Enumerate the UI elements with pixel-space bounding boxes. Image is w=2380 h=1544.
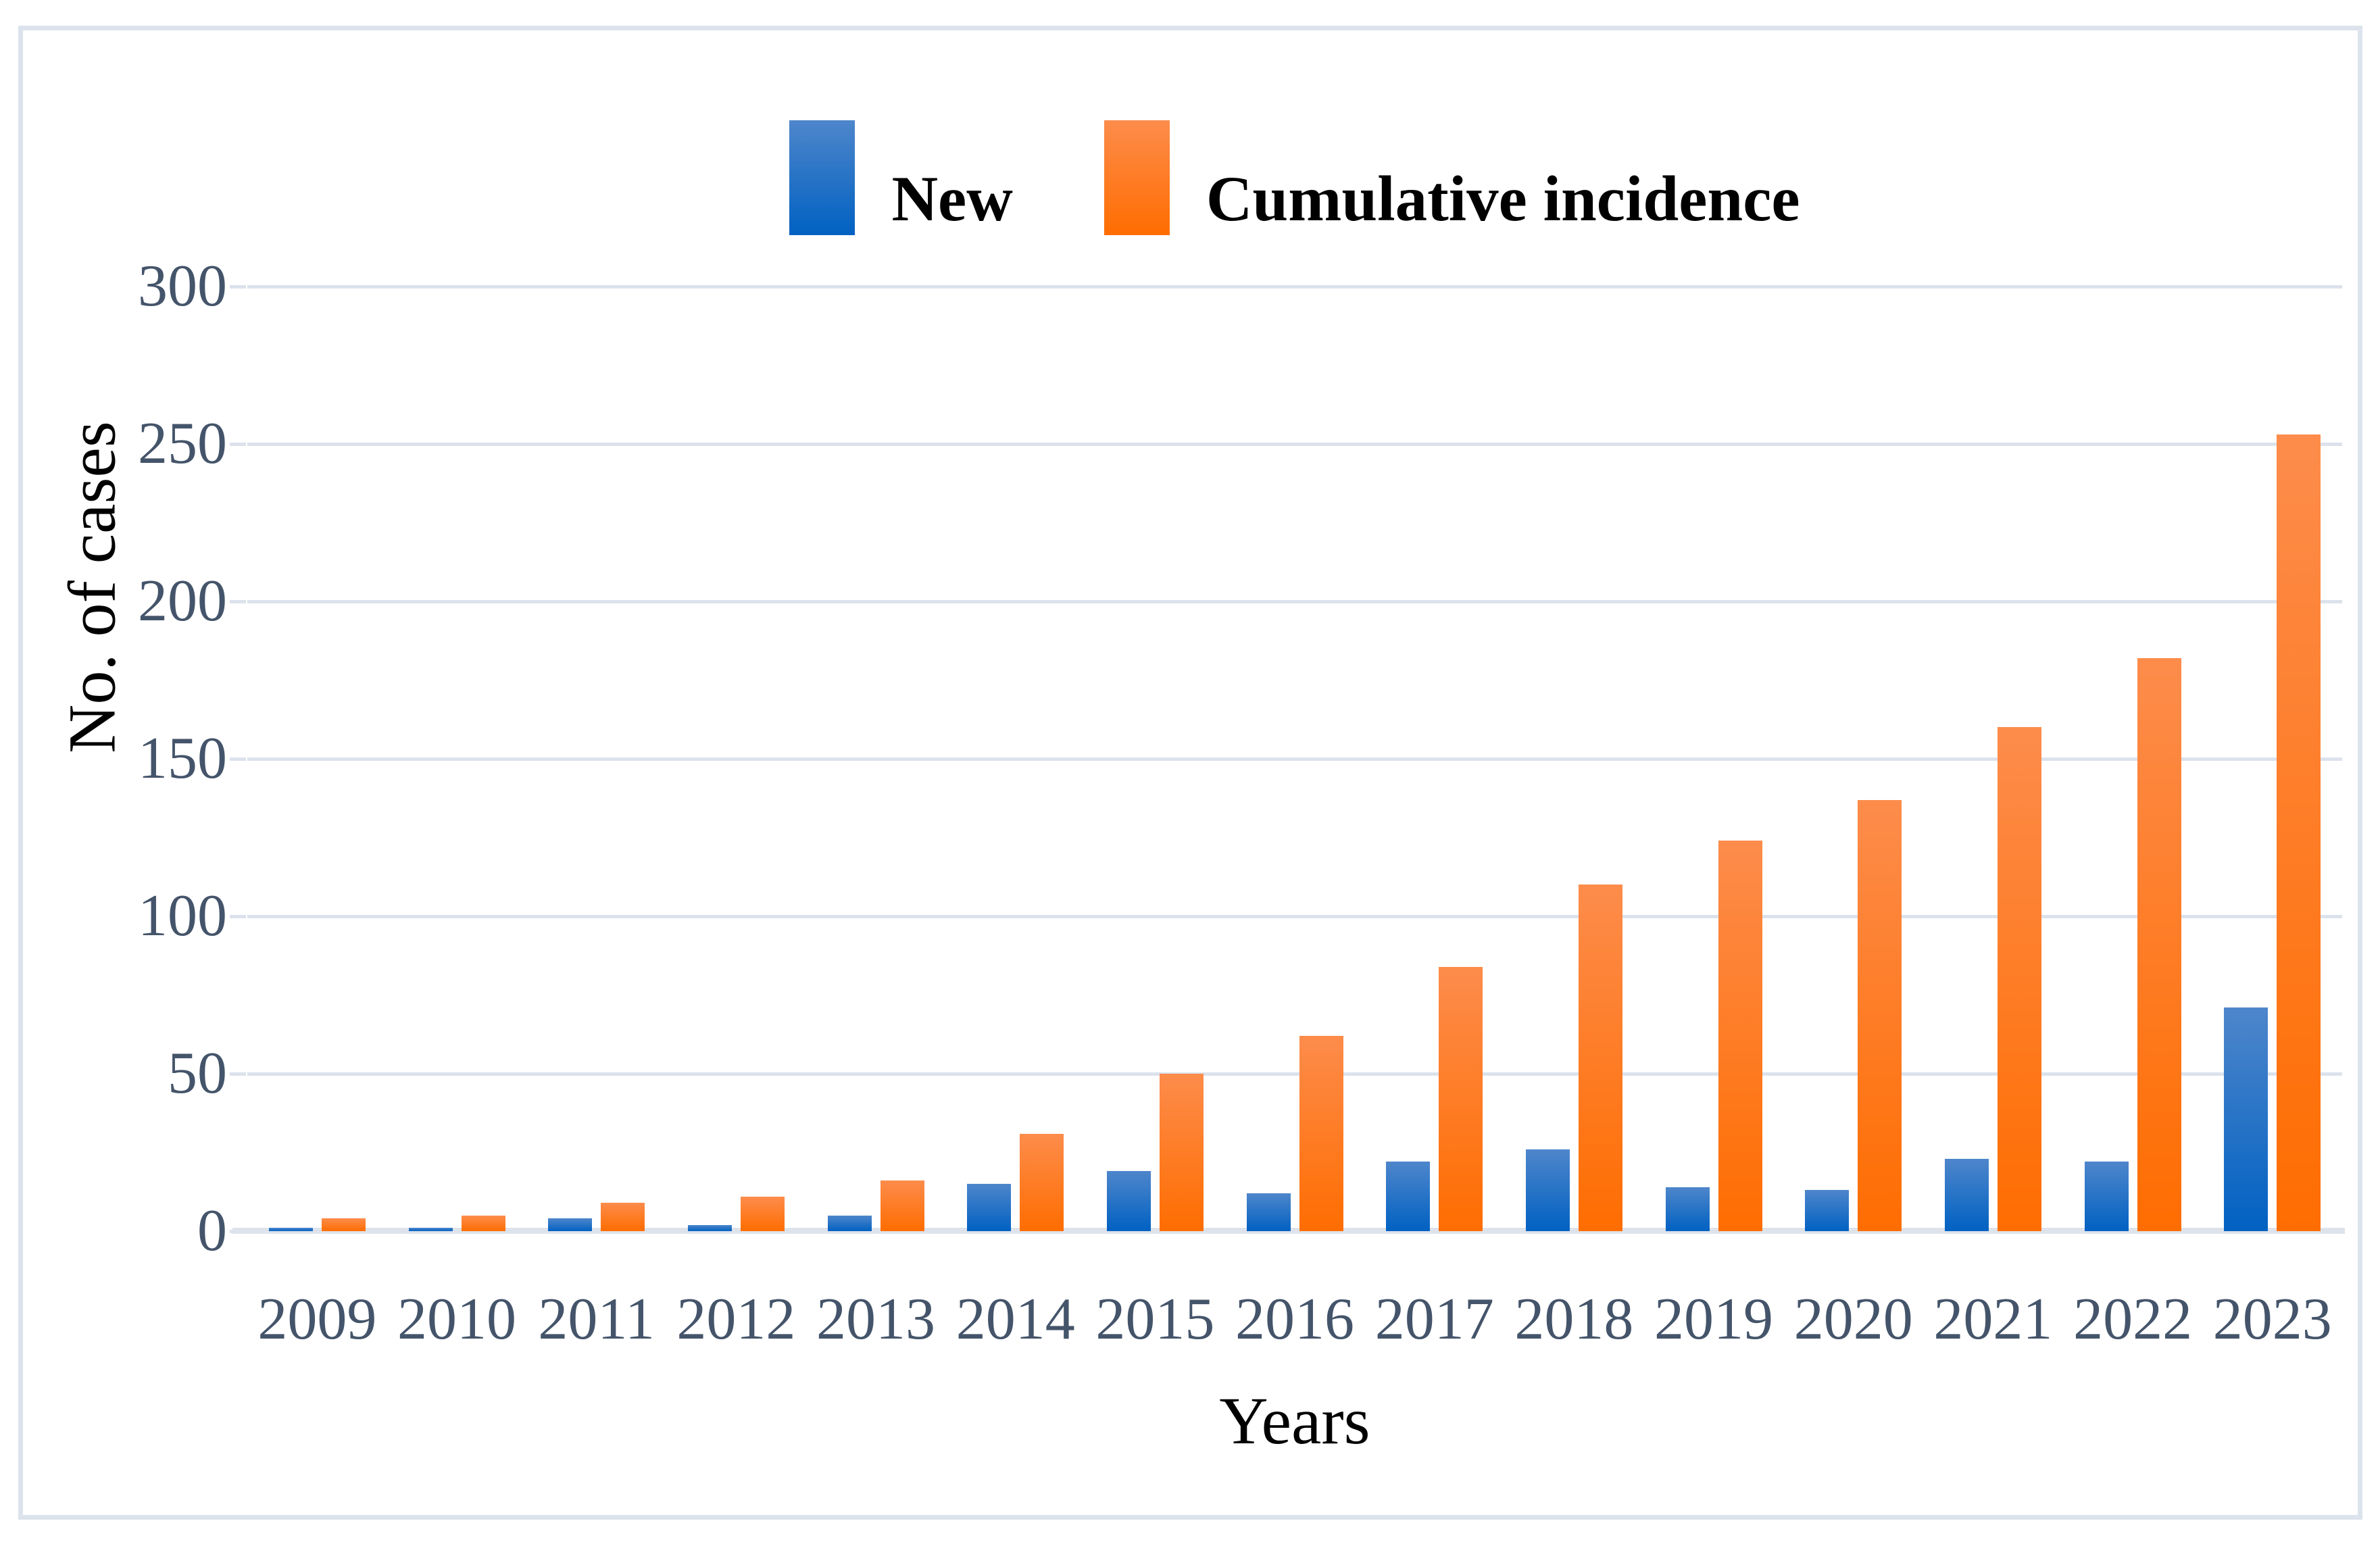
x-tick-label-2019: 2019 — [1654, 1287, 1774, 1352]
y-tick-label-250: 250 — [138, 411, 227, 476]
gridline-150 — [247, 757, 2342, 761]
x-tick-label-2009: 2009 — [257, 1287, 377, 1352]
y-tick-label-200: 200 — [138, 568, 227, 634]
legend-item-cumulative-incidence: Cumulative incidence — [1104, 120, 1800, 235]
bar-cumulative-2016 — [1299, 1036, 1343, 1231]
y-tick-mark-50 — [230, 1072, 246, 1076]
bar-group-2017 — [1364, 287, 1504, 1231]
x-tick-label-2015: 2015 — [1095, 1287, 1215, 1352]
bar-cumulative-2017 — [1439, 966, 1483, 1231]
bar-group-2014 — [945, 287, 1085, 1231]
bar-new-2012 — [687, 1224, 732, 1231]
x-tick-label-2017: 2017 — [1374, 1287, 1494, 1352]
bar-group-2010 — [387, 287, 527, 1231]
bar-new-2014 — [967, 1184, 1012, 1231]
x-tick-label-2012: 2012 — [676, 1287, 796, 1352]
bar-cumulative-2021 — [1997, 727, 2041, 1231]
y-tick-mark-200 — [230, 599, 246, 603]
bar-cumulative-2014 — [1020, 1133, 1064, 1231]
bar-new-2017 — [1386, 1162, 1431, 1231]
bar-cumulative-2013 — [880, 1180, 924, 1231]
bar-group-2016 — [1225, 287, 1365, 1231]
bar-new-2021 — [1944, 1158, 1989, 1231]
bar-group-2020 — [1783, 287, 1923, 1231]
bar-group-2022 — [2063, 287, 2203, 1231]
bar-cumulative-2022 — [2137, 657, 2181, 1231]
y-axis-tick-labels: 0 50 100 150 200 250 300 — [23, 30, 227, 1515]
bar-cumulative-2009 — [321, 1218, 366, 1231]
bar-new-2015 — [1106, 1171, 1151, 1231]
bar-group-2018 — [1504, 287, 1644, 1231]
gridline-300 — [247, 284, 2342, 289]
x-tick-label-2020: 2020 — [1793, 1287, 1913, 1352]
y-tick-mark-250 — [230, 442, 246, 446]
legend-swatch-new — [789, 120, 856, 235]
x-axis-tick-labels: 2009 2010 2011 2012 2013 2014 2015 2016 2017 2018… — [247, 1285, 2342, 1353]
bar-new-2009 — [268, 1228, 313, 1231]
bar-new-2011 — [548, 1218, 593, 1231]
y-tick-label-100: 100 — [138, 883, 227, 949]
bar-group-2023 — [2202, 287, 2342, 1231]
bar-group-2015 — [1085, 287, 1225, 1231]
legend-swatch-cumulative-incidence — [1104, 120, 1170, 235]
bar-cumulative-2018 — [1578, 885, 1622, 1231]
bar-cumulative-2023 — [2277, 434, 2321, 1231]
y-tick-mark-300 — [230, 284, 246, 289]
y-tick-mark-150 — [230, 757, 246, 761]
y-tick-label-0: 0 — [197, 1198, 227, 1264]
x-tick-label-2018: 2018 — [1514, 1287, 1634, 1352]
bar-group-2011 — [526, 287, 666, 1231]
bar-new-2016 — [1246, 1193, 1291, 1231]
bar-group-2009 — [247, 287, 387, 1231]
bar-cumulative-2015 — [1159, 1074, 1204, 1231]
legend: New Cumulative incidence — [247, 117, 2342, 235]
legend-item-new: New — [789, 120, 1013, 235]
x-tick-label-2011: 2011 — [538, 1287, 655, 1352]
x-tick-label-2021: 2021 — [1933, 1287, 2053, 1352]
bar-groups — [247, 287, 2342, 1231]
bar-new-2020 — [1805, 1190, 1850, 1231]
x-tick-label-2022: 2022 — [2073, 1287, 2193, 1352]
legend-label-cumulative-incidence: Cumulative incidence — [1206, 163, 1800, 234]
bar-group-2019 — [1644, 287, 1784, 1231]
bar-new-2019 — [1665, 1187, 1710, 1231]
y-tick-mark-100 — [230, 914, 246, 918]
y-tick-label-50: 50 — [168, 1041, 227, 1106]
y-tick-label-150: 150 — [138, 726, 227, 791]
plot-area — [230, 284, 2345, 1234]
bar-new-2010 — [408, 1228, 453, 1231]
bar-cumulative-2019 — [1718, 841, 1762, 1231]
bar-group-2012 — [666, 287, 806, 1231]
gridline-50 — [247, 1072, 2342, 1076]
x-tick-label-2014: 2014 — [956, 1287, 1075, 1352]
x-tick-label-2023: 2023 — [2212, 1287, 2332, 1352]
bar-cumulative-2020 — [1858, 799, 1902, 1231]
gridline-250 — [247, 442, 2342, 446]
y-tick-label-300: 300 — [138, 253, 227, 319]
x-tick-label-2010: 2010 — [397, 1287, 516, 1352]
bar-cumulative-2011 — [601, 1203, 645, 1231]
bar-new-2013 — [827, 1215, 872, 1231]
bar-new-2018 — [1525, 1149, 1570, 1231]
gridline-200 — [247, 599, 2342, 603]
x-axis-title: Years — [1219, 1383, 1370, 1458]
bar-new-2023 — [2224, 1007, 2269, 1231]
gridline-100 — [247, 914, 2342, 918]
legend-label-new: New — [891, 163, 1013, 234]
x-tick-label-2013: 2013 — [816, 1287, 936, 1352]
bar-group-2021 — [1923, 287, 2063, 1231]
bar-cumulative-2012 — [740, 1196, 785, 1231]
x-tick-label-2016: 2016 — [1235, 1287, 1355, 1352]
bar-group-2013 — [806, 287, 946, 1231]
bar-new-2022 — [2084, 1162, 2129, 1231]
bar-cumulative-2010 — [461, 1215, 505, 1231]
